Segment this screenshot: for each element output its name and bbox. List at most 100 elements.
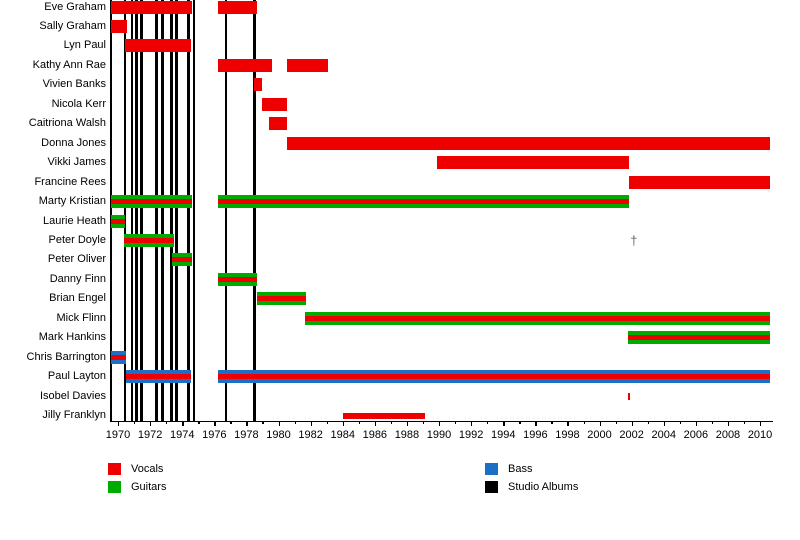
axis-tick-label: 1970 <box>105 429 131 441</box>
member-label: Laurie Heath <box>43 214 106 227</box>
member-label: Mick Flinn <box>56 311 106 324</box>
studio-album-line <box>135 0 138 421</box>
axis-tick-label: 1980 <box>266 429 291 441</box>
axis-minor-tick <box>294 421 296 424</box>
member-label: Vivien Banks <box>42 78 106 91</box>
studio-album-line <box>170 0 173 421</box>
axis-tick-label: 1990 <box>426 429 452 441</box>
axis-minor-tick <box>583 421 585 424</box>
axis-major-tick <box>150 421 152 426</box>
axis-major-tick <box>374 421 377 426</box>
axis-tick-label: 1986 <box>362 429 388 441</box>
studio-album-line <box>161 0 164 421</box>
axis-minor-tick <box>551 421 553 424</box>
axis-tick-label: 1998 <box>555 429 580 441</box>
axis-major-tick <box>406 421 409 426</box>
dagger-icon: † <box>630 232 638 248</box>
axis-minor-tick <box>166 421 168 424</box>
axis-tick-label: 2006 <box>683 429 709 441</box>
axis-major-tick <box>503 421 505 426</box>
studio-album-line <box>140 0 143 421</box>
axis-minor-tick <box>711 421 714 424</box>
member-label: Marty Kristian <box>38 195 106 208</box>
member-bar <box>126 370 192 384</box>
axis-minor-tick <box>679 421 682 424</box>
member-bar <box>110 195 192 209</box>
studio-album-line <box>123 0 127 421</box>
member-bar <box>218 272 257 286</box>
studio-album-line <box>130 0 134 421</box>
axis-tick-label: 1996 <box>523 429 548 441</box>
member-bar <box>437 156 630 170</box>
axis-major-tick <box>278 421 280 426</box>
axis-tick-label: 2002 <box>619 429 644 441</box>
member-label: Kathy Ann Rae <box>32 58 106 71</box>
axis-minor-tick <box>390 421 393 424</box>
axis-major-tick <box>760 421 762 426</box>
member-bar <box>218 195 630 209</box>
member-label: Jilly Franklyn <box>42 409 106 422</box>
member-bar <box>254 78 262 92</box>
legend-swatch-albums <box>485 481 498 493</box>
studio-album-line <box>192 0 195 421</box>
member-bar <box>124 234 175 248</box>
studio-album-line <box>109 0 113 421</box>
member-label: Paul Layton <box>47 370 106 383</box>
member-bar <box>110 214 126 228</box>
axis-minor-tick <box>422 421 425 424</box>
axis-tick-label: 1988 <box>394 429 420 441</box>
axis-tick-label: 1982 <box>298 429 323 441</box>
member-bar <box>268 117 288 131</box>
member-label: Lyn Paul <box>63 39 106 52</box>
axis-minor-tick <box>519 421 521 424</box>
member-bar <box>217 58 273 72</box>
legend-swatch-vocals <box>108 463 121 475</box>
member-bar <box>305 311 771 325</box>
studio-album-line <box>175 0 178 421</box>
member-label: Vikki James <box>47 156 106 169</box>
member-bar <box>287 58 329 72</box>
legend-swatch-bass <box>485 463 498 475</box>
studio-album-line <box>187 0 190 421</box>
axis-tick-label: 1972 <box>137 429 163 441</box>
member-label: Mark Hankins <box>38 331 106 344</box>
axis-tick-label: 2004 <box>651 429 676 441</box>
x-axis <box>110 420 773 422</box>
axis-major-tick <box>631 421 633 426</box>
legend-label: Studio Albums <box>508 481 579 493</box>
axis-major-tick <box>599 421 601 426</box>
axis-minor-tick <box>744 421 746 424</box>
axis-major-tick <box>535 421 537 426</box>
member-bar <box>256 292 306 306</box>
axis-minor-tick <box>615 421 617 424</box>
axis-tick-label: 1978 <box>234 429 259 441</box>
axis-tick-label: 1974 <box>169 429 195 441</box>
member-bar <box>629 175 771 189</box>
axis-major-tick <box>214 421 216 426</box>
axis-major-tick <box>342 421 345 426</box>
member-label: Brian Engel <box>49 292 106 305</box>
axis-major-tick <box>118 421 120 426</box>
member-bar <box>628 392 631 400</box>
member-label: Nicola Kerr <box>51 97 106 110</box>
member-label: Eve Graham <box>44 0 106 13</box>
axis-minor-tick <box>487 421 489 424</box>
member-label: Francine Rees <box>34 175 106 188</box>
axis-major-tick <box>471 421 473 426</box>
axis-minor-tick <box>326 421 328 424</box>
member-bar <box>261 97 288 111</box>
axis-major-tick <box>727 421 730 426</box>
member-label: Caitriona Walsh <box>28 117 106 130</box>
legend-label: Vocals <box>131 463 164 475</box>
member-bar <box>342 412 426 419</box>
axis-minor-tick <box>230 421 232 424</box>
member-bar <box>287 136 771 150</box>
member-label: Danny Finn <box>49 272 106 285</box>
axis-minor-tick <box>198 421 200 424</box>
member-label: Sally Graham <box>39 19 106 32</box>
member-bar <box>110 0 192 14</box>
member-bar <box>218 0 257 14</box>
axis-tick-label: 2000 <box>587 429 612 441</box>
axis-tick-label: 1984 <box>330 429 355 441</box>
